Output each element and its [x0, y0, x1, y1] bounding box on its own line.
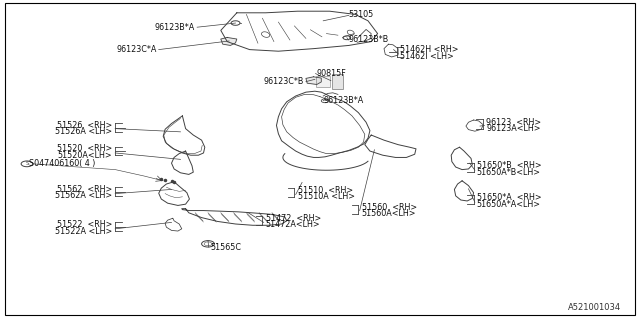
Text: 51462H <RH>: 51462H <RH>: [400, 45, 458, 54]
Text: 51650A*B<LH>: 51650A*B<LH>: [477, 168, 541, 177]
Text: 90815F: 90815F: [317, 69, 346, 78]
Text: 96123B*A: 96123B*A: [155, 23, 195, 32]
Polygon shape: [306, 77, 321, 84]
Text: 51650A*A<LH>: 51650A*A<LH>: [477, 200, 541, 209]
Text: 51522A <LH>: 51522A <LH>: [55, 227, 112, 236]
Bar: [332, 74, 343, 89]
Text: 51510A <LH>: 51510A <LH>: [298, 192, 355, 201]
Text: A521001034: A521001034: [568, 303, 621, 312]
Text: 51472  <RH>: 51472 <RH>: [266, 214, 321, 223]
Text: S: S: [25, 161, 29, 166]
Text: 51522  <RH>: 51522 <RH>: [56, 220, 112, 229]
Text: 96123A<LH>: 96123A<LH>: [486, 124, 541, 133]
Text: 96123B*A: 96123B*A: [323, 96, 364, 105]
Text: 96123C*A: 96123C*A: [116, 45, 157, 54]
Text: 51472A<LH>: 51472A<LH>: [266, 220, 320, 229]
Text: 51562  <RH>: 51562 <RH>: [57, 185, 112, 194]
Text: 96123C*B: 96123C*B: [264, 77, 304, 86]
Text: 51650*A  <RH>: 51650*A <RH>: [477, 193, 541, 202]
Text: 51520  <RH>: 51520 <RH>: [57, 144, 112, 153]
Text: 51526  <RH>: 51526 <RH>: [57, 121, 112, 130]
Text: 51565C: 51565C: [210, 243, 241, 252]
Text: S047406160( 4 ): S047406160( 4 ): [29, 159, 95, 168]
Text: 96123  <RH>: 96123 <RH>: [486, 118, 541, 127]
Polygon shape: [221, 37, 237, 45]
Text: 51560  <RH>: 51560 <RH>: [362, 203, 417, 212]
Bar: [316, 76, 330, 87]
Text: 96123B*B: 96123B*B: [349, 36, 389, 44]
Text: 51520A<LH>: 51520A<LH>: [58, 151, 112, 160]
Text: 51462I <LH>: 51462I <LH>: [400, 52, 454, 61]
Text: 51650*B  <RH>: 51650*B <RH>: [477, 161, 541, 170]
Text: 51560A<LH>: 51560A<LH>: [362, 209, 416, 218]
Text: 53105: 53105: [349, 10, 374, 19]
Text: 51526A <LH>: 51526A <LH>: [55, 127, 112, 136]
Text: 51562A <LH>: 51562A <LH>: [55, 191, 112, 200]
Text: 51510  <RH>: 51510 <RH>: [298, 186, 353, 195]
